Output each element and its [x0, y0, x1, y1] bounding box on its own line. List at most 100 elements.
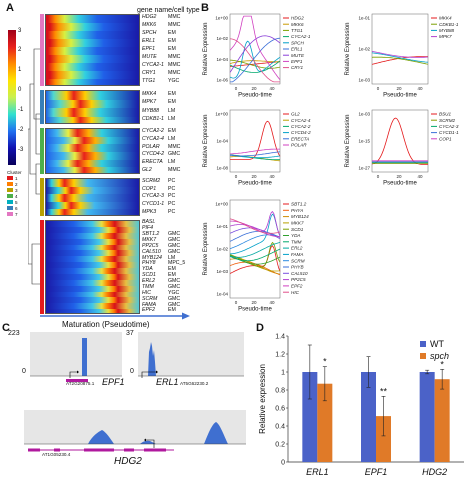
legend-label: COP1: [439, 136, 452, 141]
heatmap-row: [46, 159, 139, 168]
cell-type: MPC_5: [168, 260, 186, 267]
gene-label-row: SBT1.2 GMC: [142, 231, 192, 238]
expression-curve: [371, 50, 428, 58]
cluster-strip: [40, 178, 44, 216]
cell-type: EM: [168, 46, 176, 53]
track-ymax: 223: [8, 330, 20, 337]
track-gene: HDG2: [114, 456, 142, 467]
y-axis-label: Relative Expression: [345, 114, 351, 167]
cluster-swatch: [7, 200, 13, 204]
heatmap-group: [45, 220, 140, 314]
gene-name: SCRM: [142, 295, 158, 302]
cell-type: PC: [168, 201, 176, 207]
heatmap-row: [46, 279, 139, 286]
y-tick-label: 1e-15: [358, 139, 370, 144]
gene-label-row: TMM GMC: [142, 284, 192, 291]
gene-name: MKK7: [142, 236, 157, 243]
cell-type: MMC: [168, 70, 181, 77]
legend-label: YDA: [291, 233, 300, 238]
bar-chart: 0 0.2 0.4 0.6 0.8 1 1.2 1.4 Relative expression *…: [258, 334, 464, 477]
cell-type: GMC: [168, 301, 181, 308]
cluster-legend-item: 3: [7, 187, 29, 193]
colorbar-tick: -3: [18, 147, 24, 153]
heatmap-row: [46, 151, 139, 160]
gene-label-row: CDKB1-1 LM: [142, 116, 192, 123]
gene-name: CAL510: [142, 248, 161, 255]
heatmap-row: [46, 201, 139, 210]
legend-label: spch: [430, 351, 449, 361]
gene-name: EPF2: [142, 307, 155, 314]
heatmap-group: [45, 90, 140, 124]
gene-label-row: YDA EM: [142, 267, 192, 273]
panel-d-label: D: [256, 322, 264, 334]
cluster-legend-item: 6: [7, 205, 29, 211]
heatmap-row: [46, 209, 139, 215]
colorbar-tick: 3: [18, 28, 22, 34]
panel-d-chart: 0 0.2 0.4 0.6 0.8 1 1.2 1.4 Relative expression *…: [256, 330, 470, 480]
legend-swatch: [420, 353, 426, 359]
cell-type: EM: [168, 99, 176, 106]
gene-name: COP1: [142, 185, 157, 192]
gene-label-row: CAL510 GMC: [142, 248, 192, 256]
cluster-legend-item: 2: [7, 181, 29, 187]
cell-type: EM: [168, 38, 176, 45]
expression-plot: 1e+00 1e-04 1e-08 0 20 40 Pseudo-time Relative …: [203, 109, 311, 187]
legend-label: TMM: [291, 239, 302, 244]
gene-name: CRY1: [142, 70, 156, 77]
heatmap-row: [46, 15, 139, 23]
cell-type: MMC: [168, 166, 181, 173]
y-axis-label: Relative Expression: [203, 222, 209, 275]
coverage-peak: [82, 338, 87, 376]
cell-type: MMC: [168, 62, 181, 69]
heatmap-row: [46, 129, 139, 137]
expression-curve: [229, 35, 281, 73]
legend-label: CYCA2-4: [291, 118, 311, 123]
cell-type: LM: [168, 116, 176, 123]
x-tick-label: 0: [235, 174, 238, 179]
plot-frame: [229, 13, 281, 85]
x-tick-label: 0: [235, 300, 238, 305]
gene-label-row: GL2 MMC: [142, 166, 192, 174]
cell-type: LM: [168, 135, 176, 142]
expression-curve: [371, 52, 429, 63]
gene-name: SPCH: [142, 30, 157, 37]
legend-label: HIC: [291, 290, 300, 295]
pseudotime-arrow: [40, 312, 190, 320]
legend-label: ERECTA: [291, 136, 309, 141]
expression-curve: [229, 248, 281, 262]
gene-name: MUTE: [142, 54, 157, 61]
gene-name: PHY8: [142, 260, 156, 267]
y-axis-label: Relative expression: [258, 364, 267, 434]
heatmap-row: [46, 179, 139, 187]
significance-mark: **: [380, 386, 388, 396]
cell-type: MMC: [168, 143, 181, 150]
track-plot: [30, 332, 122, 382]
gene-name: YDA: [142, 266, 153, 273]
bar-wt: [302, 372, 318, 462]
cell-type: GMC: [168, 248, 181, 255]
plot-frame: [371, 13, 429, 85]
panel-a-header: gene name/cell type: [137, 7, 200, 14]
legend-label: MYB124: [291, 214, 309, 219]
heatmap-row: [46, 186, 139, 195]
gene-name: CDKB1-1: [142, 116, 164, 123]
gene-label-row: ERL2 GMC: [142, 278, 192, 285]
gene-name: MPK3: [142, 208, 157, 215]
legend-label: WT: [430, 339, 444, 349]
legend-label: POLAR: [291, 143, 307, 148]
heatmap-row: [46, 91, 139, 100]
expression-curve: [229, 15, 281, 81]
heatmap-row: [46, 55, 139, 63]
coverage-peak: [140, 440, 156, 444]
legend-label: ERL1: [291, 47, 303, 52]
legend-label: SCRM2: [439, 118, 456, 123]
cell-type: GMC: [168, 295, 181, 302]
colorbar-tick: 2: [18, 47, 22, 53]
y-tick-label: 1.4: [275, 334, 285, 341]
track-epf1: 223 0 AT2G20875.1 EPF1: [8, 330, 125, 390]
gene-name: SBT1.2: [142, 231, 160, 238]
expression-curve: [229, 211, 281, 237]
x-tick-label: 40: [269, 86, 275, 91]
legend-label: CYCD1-1: [439, 130, 459, 135]
